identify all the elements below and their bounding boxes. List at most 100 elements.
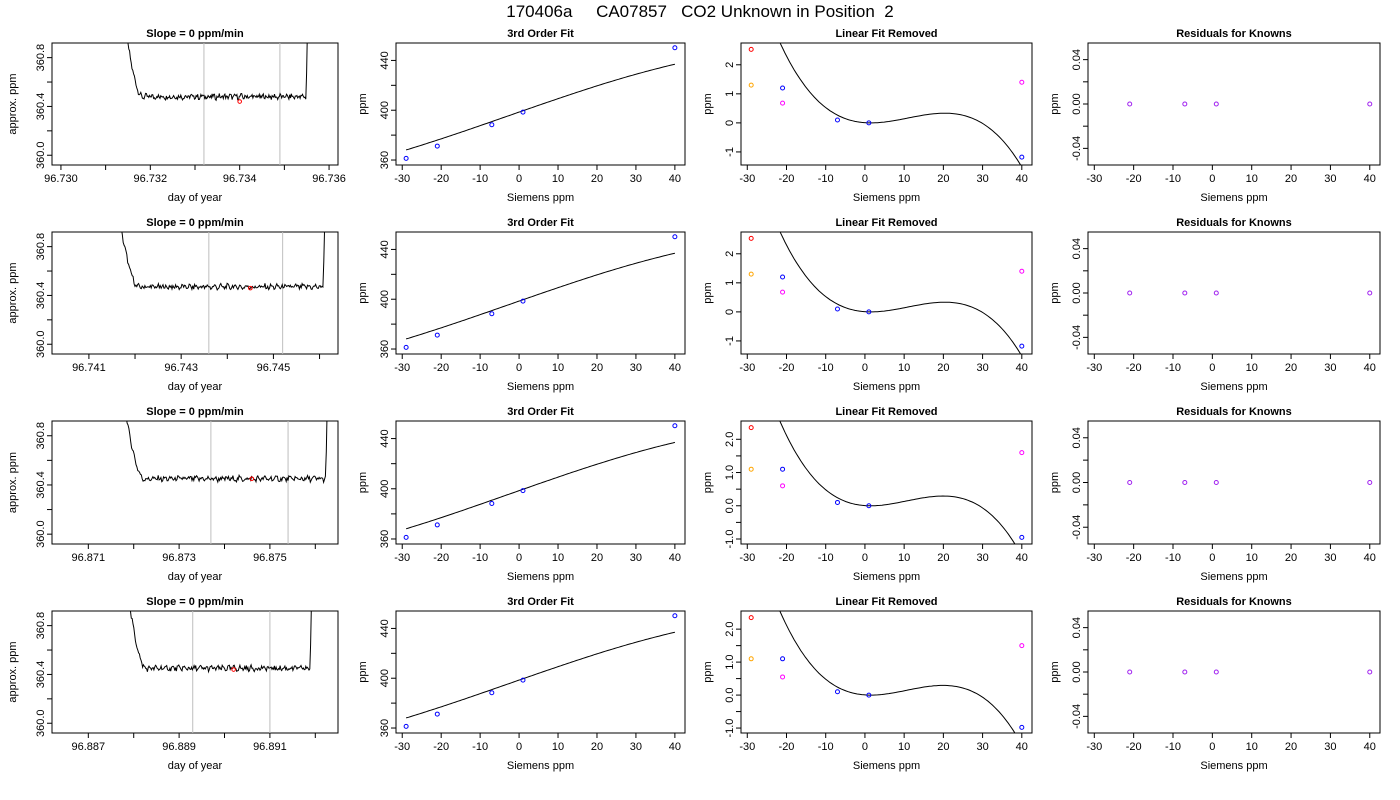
- data-point: [748, 271, 754, 277]
- y-axis-label: approx. ppm: [7, 73, 19, 134]
- x-tick-label: 10: [1246, 552, 1258, 564]
- panel-3-2: 3rd Order Fit -30 -20 -10 0 10 20 30 40 360 400 440…: [357, 406, 686, 583]
- y-tick-label: 400: [379, 480, 391, 498]
- data-point: [1019, 79, 1025, 85]
- plot-frame: [51, 231, 339, 355]
- y-tick-label: 2: [724, 62, 736, 68]
- y-tick-label: 440: [379, 429, 391, 447]
- y-tick-label: 0.00: [1071, 661, 1083, 682]
- y-tick-label: -1: [724, 147, 736, 157]
- fit-curve: [779, 43, 1022, 165]
- data-point: [1127, 101, 1133, 107]
- x-tick-label: -20: [1126, 552, 1142, 564]
- x-axis-label: Siemens ppm: [1200, 381, 1267, 393]
- panel-title: Slope = 0 ppm/min: [146, 406, 244, 418]
- x-tick-label: 10: [898, 741, 910, 753]
- data-point: [1127, 669, 1133, 675]
- data-point: [434, 711, 440, 717]
- data-point: [489, 500, 495, 506]
- data-point: [1367, 480, 1373, 485]
- panel-2-4: Residuals for Knowns -30 -20 -10 0 10 20 30 40 -0…: [1049, 217, 1381, 393]
- data-point: [1213, 480, 1219, 485]
- x-axis-label: Siemens ppm: [507, 571, 574, 583]
- x-tick-label: -30: [1086, 552, 1102, 564]
- plot-area: [1127, 290, 1373, 296]
- data-point: [520, 109, 526, 115]
- x-tick-label: -30: [394, 362, 410, 374]
- data-point: [834, 306, 840, 312]
- y-tick-label: -1.0: [724, 530, 736, 549]
- x-tick-label: -30: [739, 362, 755, 374]
- y-tick-label: 0.00: [1071, 282, 1083, 303]
- fit-curve: [405, 252, 676, 340]
- x-tick-label: 40: [1364, 173, 1376, 185]
- x-tick-label: 20: [1285, 552, 1297, 564]
- plot-frame: [740, 231, 1033, 355]
- x-tick-label: 10: [552, 741, 564, 753]
- y-tick-label: -1.0: [724, 719, 736, 738]
- panel-title: Linear Fit Removed: [835, 28, 937, 40]
- x-tick-label: 30: [1324, 552, 1336, 564]
- y-tick-label: 360.0: [35, 141, 47, 169]
- x-tick-label: 30: [630, 362, 642, 374]
- data-point: [434, 522, 440, 528]
- y-tick-label: 360: [379, 719, 391, 737]
- x-tick-label: -20: [433, 552, 449, 564]
- x-tick-label: 20: [937, 173, 949, 185]
- data-point: [748, 425, 754, 431]
- x-tick-label: 30: [976, 552, 988, 564]
- data-point: [780, 289, 786, 295]
- fit-curve: [405, 63, 676, 151]
- panel-3-1: Slope = 0 ppm/min 96.871 96.873 96.875 360.0…: [7, 406, 339, 583]
- panel-4-2: 3rd Order Fit -30 -20 -10 0 10 20 30 40 360 400 440…: [357, 596, 686, 772]
- x-tick-label: 40: [1016, 362, 1028, 374]
- panel-1-3: Linear Fit Removed-30 -20 -10 0 10 20 30 40-101…: [702, 28, 1033, 204]
- x-tick-label: 20: [1285, 741, 1297, 753]
- y-tick-label: 2.0: [724, 621, 736, 636]
- x-tick-label: 30: [976, 741, 988, 753]
- data-point: [834, 499, 840, 505]
- y-axis-label: ppm: [702, 472, 714, 493]
- data-point: [866, 503, 872, 509]
- data-point: [1019, 724, 1025, 730]
- data-point: [1019, 643, 1025, 649]
- x-tick-label: 96.741: [72, 362, 106, 374]
- panel-3-4: Residuals for Knowns -30 -20 -10 0 10 20 30 40 -0…: [1049, 406, 1381, 583]
- plot-frame: [740, 420, 1033, 545]
- x-tick-label: 96.745: [257, 362, 291, 374]
- x-axis-label: Siemens ppm: [507, 192, 574, 204]
- plot-area: [748, 611, 1025, 733]
- data-point: [748, 235, 754, 241]
- x-tick-label: 96.730: [44, 173, 78, 185]
- data-point: [520, 677, 526, 683]
- y-tick-label: 0.0: [724, 687, 736, 702]
- data-point: [520, 298, 526, 304]
- x-tick-label: 96.887: [71, 741, 105, 753]
- y-axis-label: ppm: [702, 93, 714, 114]
- x-axis-label: Siemens ppm: [853, 192, 920, 204]
- y-axis-label: ppm: [1049, 93, 1061, 114]
- y-tick-label: 400: [379, 290, 391, 308]
- x-tick-label: 10: [552, 173, 564, 185]
- x-tick-label: -30: [1086, 741, 1102, 753]
- concentration-trace: [127, 43, 308, 102]
- data-point: [748, 82, 754, 88]
- data-point: [1019, 268, 1025, 274]
- x-tick-label: -20: [779, 552, 795, 564]
- plot-area: [403, 234, 678, 350]
- data-point: [1182, 290, 1188, 296]
- data-point: [780, 656, 786, 662]
- plot-area: [403, 613, 678, 729]
- x-tick-label: 40: [1016, 173, 1028, 185]
- data-point: [834, 117, 840, 123]
- x-tick-label: 10: [898, 362, 910, 374]
- x-tick-label: 40: [1016, 552, 1028, 564]
- figure-title: 170406a CA07857 CO2 Unknown in Position …: [506, 2, 894, 21]
- x-axis-label: Siemens ppm: [1200, 571, 1267, 583]
- x-tick-label: 40: [1364, 741, 1376, 753]
- fit-curve: [405, 631, 676, 719]
- x-axis-label: Siemens ppm: [853, 760, 920, 772]
- fit-curve: [779, 611, 1016, 733]
- y-tick-label: -1: [724, 336, 736, 346]
- plot-area: [129, 611, 312, 733]
